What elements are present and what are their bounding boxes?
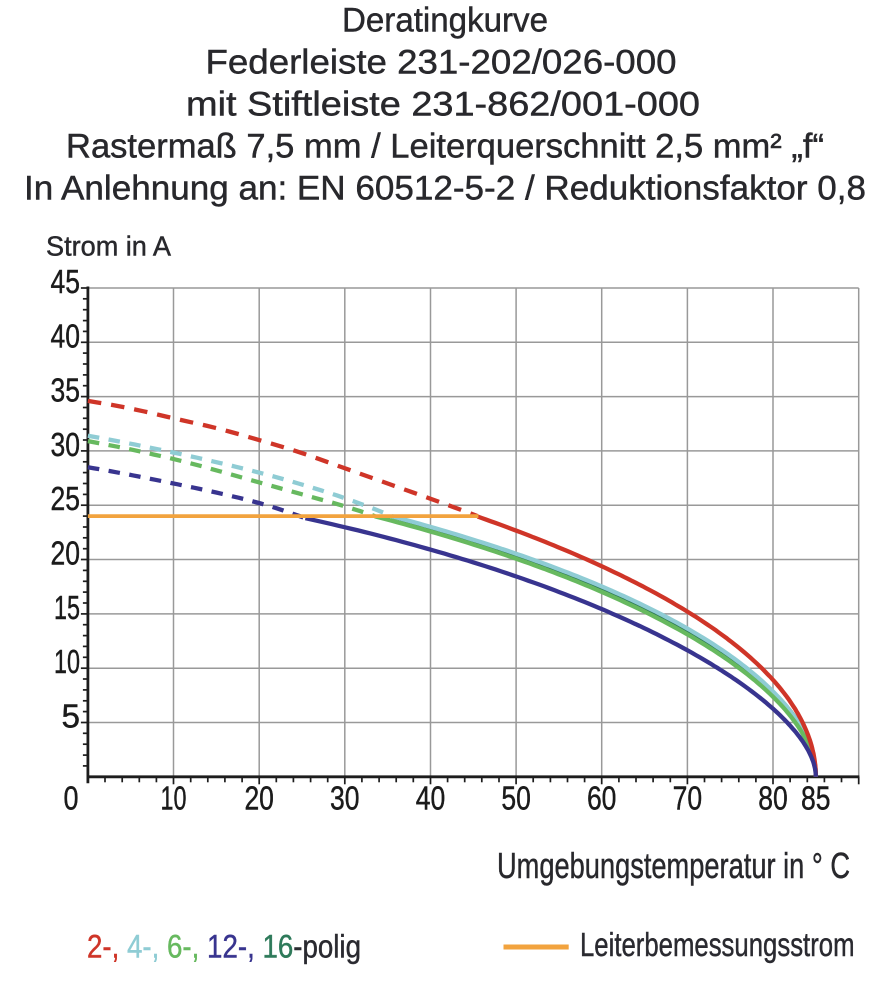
svg-text:30: 30: [330, 780, 360, 817]
svg-text:Umgebungstemperatur in ° C: Umgebungstemperatur in ° C: [497, 845, 850, 886]
svg-text:45: 45: [51, 263, 81, 300]
svg-text:Leiterbemessungsstrom: Leiterbemessungsstrom: [580, 926, 855, 963]
svg-text:Deratingkurve: Deratingkurve: [342, 2, 548, 40]
svg-text:85: 85: [801, 780, 831, 817]
svg-text:mit Stiftleiste 231-862/001-00: mit Stiftleiste 231-862/001-000: [186, 86, 700, 124]
svg-text:Strom in A: Strom in A: [46, 231, 171, 262]
svg-text:40: 40: [416, 780, 446, 817]
svg-text:35: 35: [51, 372, 81, 409]
svg-text:10: 10: [161, 780, 187, 817]
svg-text:Rastermaß 7,5 mm / Leiterquers: Rastermaß 7,5 mm / Leiterquerschnitt 2,5…: [66, 128, 824, 166]
svg-text:Federleiste 231-202/026-000: Federleiste 231-202/026-000: [206, 44, 677, 82]
svg-text:0: 0: [64, 780, 79, 817]
svg-text:70: 70: [673, 780, 703, 817]
svg-text:60: 60: [587, 780, 617, 817]
svg-text:15: 15: [54, 589, 80, 626]
svg-text:40: 40: [51, 317, 81, 354]
svg-text:20: 20: [244, 780, 274, 817]
svg-text:5: 5: [62, 698, 81, 735]
svg-text:30: 30: [51, 426, 81, 463]
svg-text:50: 50: [501, 780, 531, 817]
svg-text:In Anlehnung an: EN 60512-5-2: In Anlehnung an: EN 60512-5-2 / Reduktio…: [24, 170, 866, 208]
svg-text:2-, 4-, 6-, 12-, 16-polig: 2-, 4-, 6-, 12-, 16-polig: [87, 929, 361, 965]
svg-text:25: 25: [51, 480, 81, 517]
svg-text:10: 10: [54, 643, 80, 680]
svg-text:80: 80: [758, 780, 788, 817]
svg-text:20: 20: [51, 535, 81, 572]
